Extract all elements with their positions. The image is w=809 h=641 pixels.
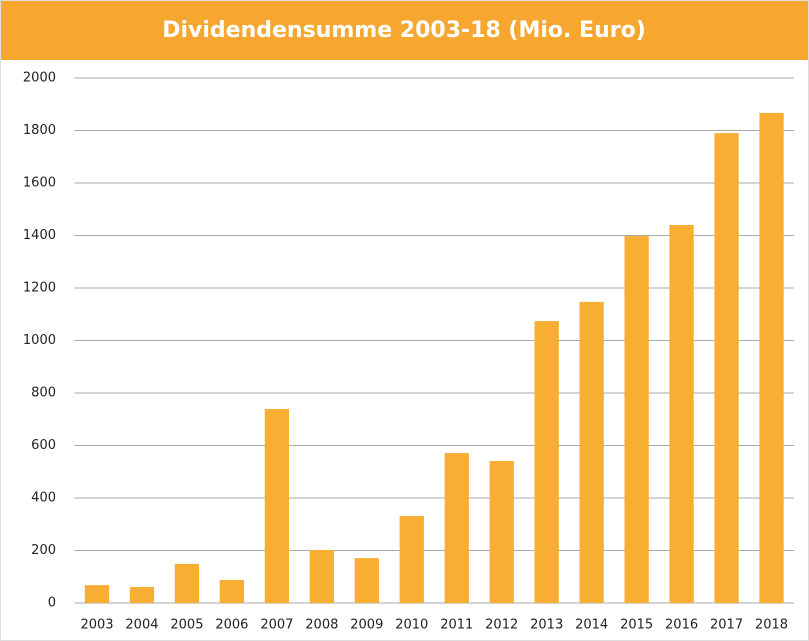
x-tick-label: 2015	[620, 618, 653, 633]
y-tick-label: 1600	[23, 176, 56, 191]
bar	[534, 321, 559, 603]
bar	[354, 558, 379, 603]
x-tick-label: 2006	[215, 618, 248, 633]
x-tick-label: 2009	[350, 618, 383, 633]
x-tick-label: 2014	[575, 618, 608, 633]
y-tick-label: 0	[48, 596, 56, 611]
x-tick-label: 2012	[485, 618, 518, 633]
bar	[399, 516, 424, 603]
bar	[714, 133, 739, 603]
x-tick-label: 2003	[80, 618, 113, 633]
chart-title: Dividendensumme 2003-18 (Mio. Euro)	[162, 18, 646, 43]
y-tick-label: 600	[31, 438, 56, 453]
y-tick-label: 800	[31, 386, 56, 401]
bar	[174, 563, 200, 603]
bar	[84, 585, 110, 603]
bar	[759, 112, 784, 603]
y-tick-label: 1200	[23, 281, 56, 296]
x-tick-label: 2005	[170, 618, 203, 633]
bar	[444, 453, 469, 603]
x-tick-label: 2008	[305, 618, 338, 633]
x-tick-label: 2010	[395, 618, 428, 633]
title-bar	[0, 0, 809, 60]
x-tick-label: 2016	[665, 618, 698, 633]
y-tick-label: 400	[31, 491, 56, 506]
y-tick-label: 2000	[23, 71, 56, 86]
bar	[489, 460, 514, 603]
bar	[129, 586, 155, 603]
y-tick-label: 1800	[23, 123, 56, 138]
y-tick-label: 200	[31, 543, 56, 558]
x-tick-label: 2011	[440, 618, 473, 633]
bar	[309, 549, 334, 603]
x-tick-label: 2013	[530, 618, 563, 633]
x-tick-label: 2007	[260, 618, 293, 633]
bar	[219, 579, 245, 603]
bar	[669, 225, 694, 603]
bar	[579, 301, 604, 603]
y-tick-label: 1000	[23, 333, 56, 348]
x-tick-label: 2018	[755, 618, 788, 633]
x-tick-label: 2017	[710, 618, 743, 633]
bar	[624, 236, 649, 603]
bar	[264, 409, 290, 603]
x-tick-label: 2004	[125, 618, 158, 633]
y-tick-label: 1400	[23, 228, 56, 243]
